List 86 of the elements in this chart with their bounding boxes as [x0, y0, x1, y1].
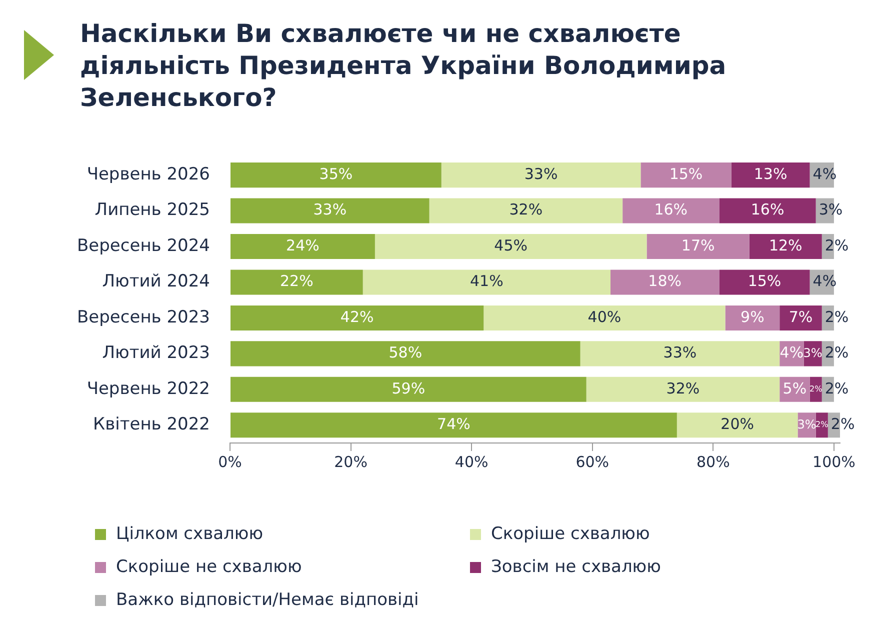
bar [484, 305, 726, 330]
data-label: 40% [588, 308, 622, 326]
data-label: 3% [818, 200, 843, 219]
chart-title: Наскільки Ви схвалюєте чи не схвалюєте діяльність Президента України Володимира Зеленського? [80, 18, 728, 114]
data-label: 20% [720, 415, 754, 434]
bar [230, 305, 484, 330]
bar [230, 270, 363, 295]
y-tick-label: Червень 2026 [86, 164, 210, 184]
data-label: 7% [788, 308, 813, 326]
data-label: 2% [824, 236, 849, 254]
bar [610, 270, 720, 295]
bar [230, 341, 580, 366]
data-label: 16% [750, 200, 784, 219]
data-label: 74% [437, 415, 470, 434]
data-label: 2% [824, 379, 849, 398]
data-label: 42% [340, 308, 374, 326]
data-label: 4% [812, 272, 837, 290]
data-label: 16% [654, 200, 688, 219]
bar [676, 412, 798, 438]
data-label: 2% [809, 384, 823, 394]
bar [441, 162, 641, 188]
legend-label: Цілком схвалюю [116, 524, 264, 544]
data-label: 4% [812, 164, 837, 183]
y-tick-label: Червень 2022 [86, 378, 210, 399]
bar [580, 341, 780, 366]
legend-label: Скоріше не схвалюю [116, 557, 302, 577]
data-label: 3% [803, 346, 822, 360]
data-label: 13% [754, 164, 788, 183]
data-label: 15% [669, 164, 703, 183]
x-tick-label: 80% [696, 452, 730, 471]
x-tick-label: 20% [334, 452, 368, 471]
bar [780, 305, 822, 330]
bar [230, 412, 677, 438]
data-label: 2% [824, 308, 849, 326]
data-label: 2% [830, 415, 855, 434]
bar [586, 376, 780, 402]
bar [725, 305, 780, 330]
bar [230, 162, 442, 188]
data-label: 9% [740, 308, 764, 326]
data-label: 33% [524, 164, 558, 183]
bar [719, 198, 816, 224]
bar [230, 234, 375, 260]
data-label: 33% [663, 344, 697, 362]
bar [230, 376, 586, 402]
x-tick-label: 60% [576, 452, 610, 471]
data-label: 58% [388, 344, 422, 362]
bar [749, 234, 822, 260]
legend-label: Важко відповісти/Немає відповіді [116, 590, 419, 610]
data-label: 45% [494, 236, 528, 254]
y-tick-label: Липень 2025 [94, 200, 210, 220]
bar [719, 270, 810, 295]
data-label: 35% [319, 164, 353, 183]
data-label: 18% [648, 272, 682, 290]
data-label: 15% [748, 272, 782, 290]
y-tick-label: Вересень 2023 [77, 307, 210, 328]
legend-label: Зовсім не схвалюю [491, 557, 661, 577]
data-label: 2% [824, 344, 849, 362]
bar [646, 234, 750, 260]
data-label: 2% [815, 420, 829, 430]
data-label: 22% [280, 272, 314, 290]
x-tick-label: 0% [218, 452, 242, 471]
bar [230, 198, 430, 224]
bar [731, 162, 810, 188]
bar [362, 270, 610, 295]
data-label: 3% [797, 417, 816, 432]
bar [374, 234, 647, 260]
x-tick-label: 100% [812, 452, 856, 471]
data-label: 12% [768, 236, 802, 254]
y-tick-label: Вересень 2024 [77, 236, 210, 256]
legend-label: Скоріше схвалюю [491, 524, 650, 544]
data-label: 4% [780, 344, 804, 362]
bar [429, 198, 623, 224]
y-tick-label: Квітень 2022 [93, 414, 210, 435]
data-label: 17% [681, 236, 715, 254]
x-tick-label: 40% [454, 452, 488, 471]
bar [622, 198, 720, 224]
y-tick-label: Лютий 2023 [102, 343, 210, 364]
data-label: 32% [509, 200, 543, 219]
data-label: 32% [666, 379, 700, 398]
data-label: 59% [392, 379, 426, 398]
bar [640, 162, 732, 188]
y-tick-label: Лютий 2024 [102, 272, 210, 292]
data-label: 41% [470, 272, 504, 290]
data-label: 5% [782, 379, 807, 398]
data-label: 33% [313, 200, 347, 219]
data-label: 24% [286, 236, 320, 254]
